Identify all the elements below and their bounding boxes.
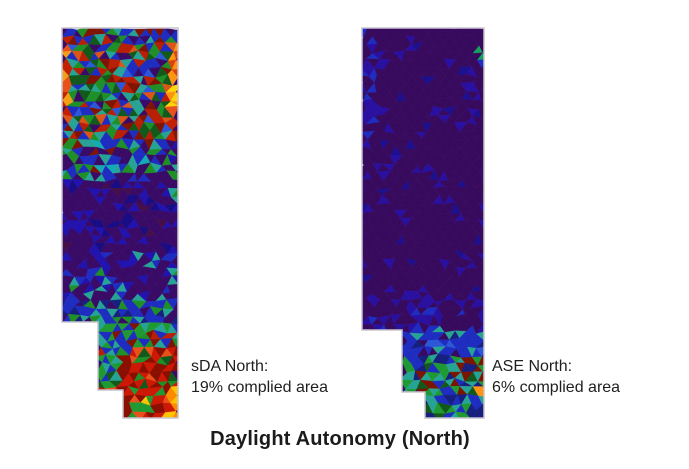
sda-value-line: 19% complied area xyxy=(191,379,328,396)
ase-value-line: 6% complied area xyxy=(492,379,621,396)
figure-title: Daylight Autonomy (North) xyxy=(210,428,470,450)
mesh-outlines xyxy=(61,27,485,419)
ase-result-label: ASE North: 6% complied area xyxy=(492,356,620,398)
sda-heatmap-mesh xyxy=(62,28,178,418)
sda-metric-line: sDA North: xyxy=(191,358,269,375)
ase-metric-line: ASE North: xyxy=(492,358,573,375)
sda-result-label: sDA North: 19% complied area xyxy=(191,356,328,398)
